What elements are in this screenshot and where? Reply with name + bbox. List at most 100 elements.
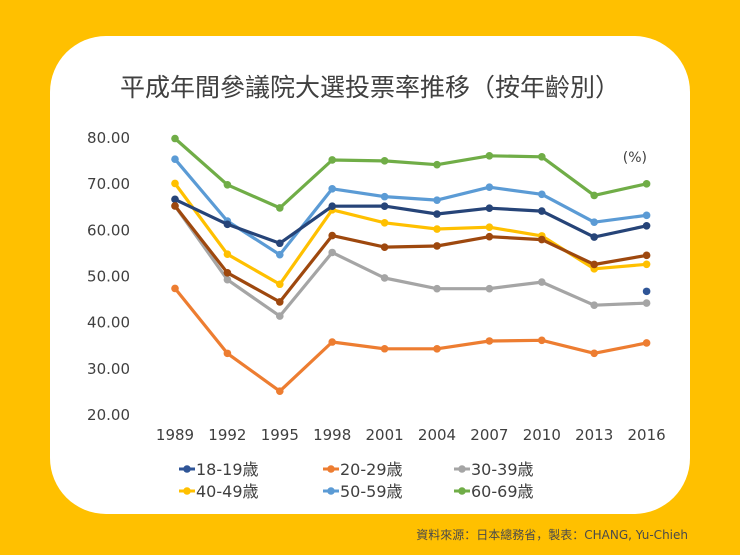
legend-item: 40-49歳 (179, 482, 259, 501)
data-point (485, 223, 494, 231)
data-point (590, 260, 598, 269)
data-point (328, 231, 337, 240)
series (642, 287, 651, 296)
data-point (590, 233, 598, 241)
data-point (328, 156, 337, 164)
chart-title: 平成年間參議院大選投票率推移（按年齡別） (120, 73, 620, 102)
data-point (485, 337, 494, 345)
data-point (590, 349, 598, 358)
y-tick-label: 50.00 (87, 268, 130, 286)
legend-label: 30-39歳 (471, 460, 534, 479)
data-point (276, 298, 284, 306)
legend-label: 60-69歳 (471, 482, 534, 501)
data-point (642, 299, 651, 307)
data-point (433, 284, 441, 293)
series-line (173, 137, 647, 210)
data-point (276, 239, 284, 248)
series-line (174, 197, 647, 245)
data-point (538, 278, 546, 286)
y-axis: 80.00 70.00 60.00 50.00 40.00 30.00 20.00 (87, 129, 130, 424)
series-line (173, 204, 647, 304)
x-tick-label: 2016 (628, 426, 666, 444)
data-point (538, 336, 546, 345)
data-point (642, 339, 651, 347)
data-point (380, 219, 389, 227)
data-point (276, 387, 284, 396)
series (171, 134, 651, 212)
y-tick-label: 60.00 (87, 221, 130, 239)
x-tick-label: 2001 (366, 426, 404, 444)
legend-swatch-dot (327, 465, 335, 473)
data-point (538, 235, 546, 244)
data-point (485, 151, 494, 160)
series-line (173, 204, 647, 318)
data-point (538, 152, 546, 161)
data-point (171, 134, 179, 143)
y-tick-label: 70.00 (87, 175, 130, 193)
data-point (328, 338, 337, 346)
legend-swatch-dot (183, 487, 191, 495)
data-point (642, 211, 651, 220)
data-point (328, 184, 337, 193)
data-point (433, 242, 441, 250)
data-point (380, 202, 389, 210)
data-point (223, 275, 232, 284)
x-tick-label: 1995 (261, 426, 299, 444)
series (171, 179, 651, 289)
data-point (328, 248, 337, 257)
x-tick-label: 2010 (523, 426, 561, 444)
legend-label: 18-19歳 (196, 460, 259, 479)
data-point (276, 250, 284, 259)
data-point (380, 157, 389, 165)
line-chart: 平成年間參議院大選投票率推移（按年齡別） (%) 80.00 70.00 60.00… (87, 73, 666, 501)
data-point (642, 180, 651, 188)
data-point (380, 192, 389, 201)
y-tick-label: 30.00 (87, 360, 130, 378)
data-point (433, 225, 441, 233)
data-point (171, 202, 179, 210)
legend-swatch-dot (327, 487, 335, 495)
legend-label: 50-59歳 (340, 482, 403, 501)
data-point (590, 301, 598, 310)
chart-card: 平成年間參議院大選投票率推移（按年齡別） (%) 80.00 70.00 60.00… (50, 36, 690, 514)
data-point (223, 269, 232, 277)
data-point (276, 312, 284, 320)
series (171, 155, 651, 259)
data-point (223, 250, 232, 259)
x-tick-label: 2013 (575, 426, 613, 444)
data-point (433, 196, 441, 204)
legend-item: 30-39歳 (454, 460, 534, 479)
data-point (380, 243, 389, 251)
x-axis: 1989 1992 1995 1998 2001 2004 2007 2010 2013 2016 (156, 426, 666, 444)
legend-swatch-dot (458, 465, 466, 473)
legend-item: 50-59歳 (323, 482, 403, 501)
legend-label: 40-49歳 (196, 482, 259, 501)
data-point (485, 232, 494, 241)
data-point (171, 179, 179, 188)
y-tick-label: 40.00 (87, 314, 130, 332)
data-point (642, 287, 651, 296)
data-point (171, 195, 179, 204)
data-point (433, 345, 441, 353)
data-point (223, 349, 232, 358)
legend-swatch-dot (458, 487, 466, 495)
legend-label: 20-29歳 (340, 460, 403, 479)
legend-item: 18-19歳 (179, 460, 259, 479)
data-point (590, 191, 598, 200)
series (171, 284, 651, 396)
data-point (328, 202, 337, 210)
series (171, 202, 651, 320)
legend-item: 60-69歳 (454, 482, 534, 501)
legend: 18-19歳 20-29歳 30-39歳 40-49歳 50-59歳 60-69歳 (179, 460, 534, 501)
data-point (590, 218, 598, 226)
data-point (433, 210, 441, 218)
x-tick-label: 1992 (208, 426, 246, 444)
x-tick-label: 1989 (156, 426, 194, 444)
legend-swatch-dot (183, 465, 191, 473)
data-point (223, 180, 232, 189)
legend-item: 20-29歳 (323, 460, 403, 479)
data-point (642, 260, 651, 269)
series (171, 202, 651, 306)
source-note: 資料來源：日本總務省，製表：CHANG, Yu-Chieh (416, 528, 688, 542)
series-line (173, 287, 647, 393)
